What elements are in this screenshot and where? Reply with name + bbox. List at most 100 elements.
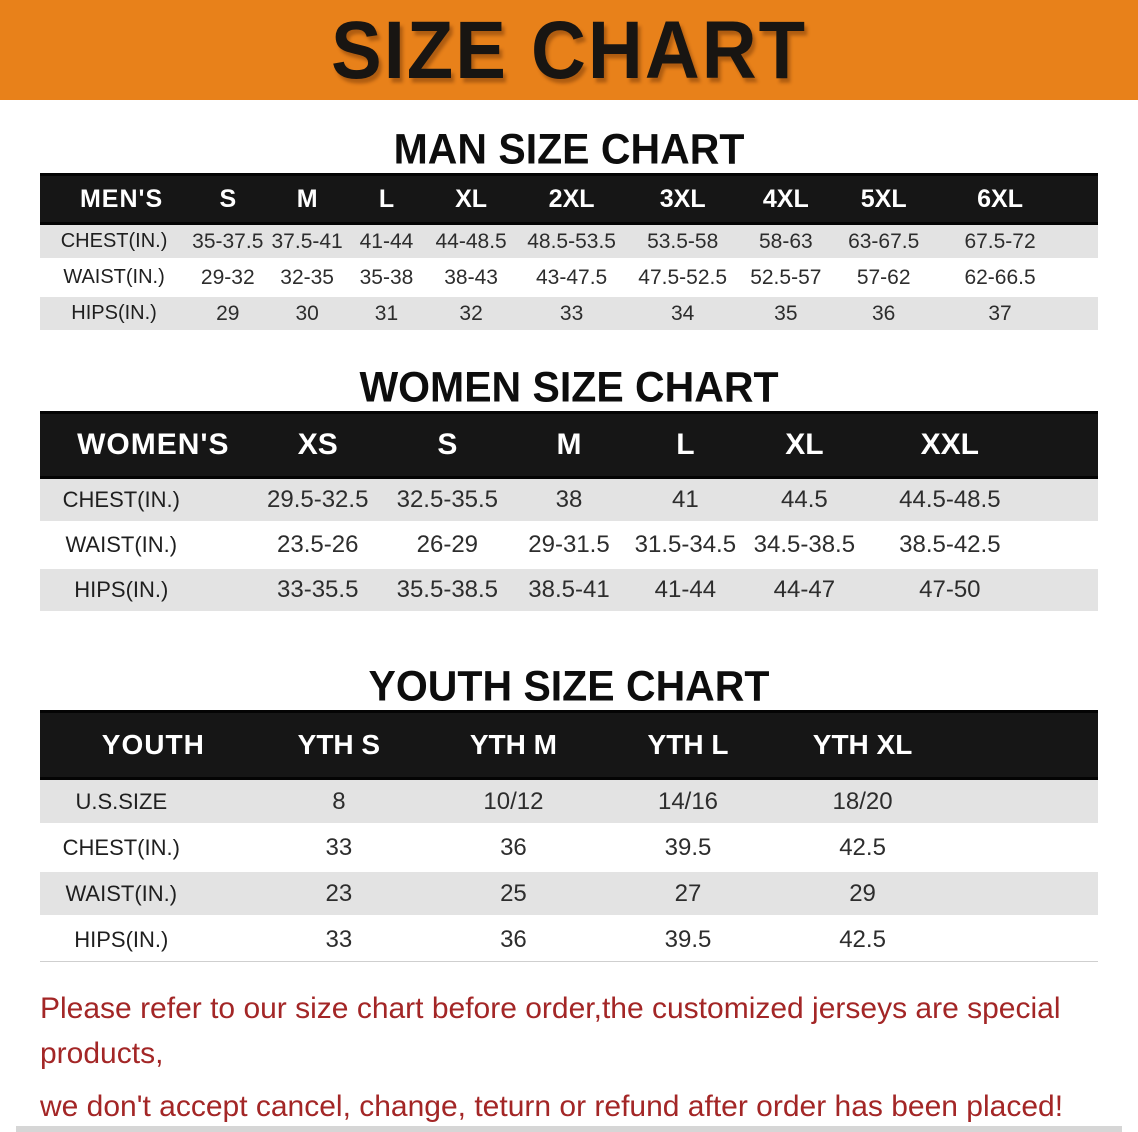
men-col-header: 6XL bbox=[933, 173, 1067, 225]
footer-note: Please refer to our size chart before or… bbox=[40, 986, 1138, 1129]
size-value-cell: 31 bbox=[346, 294, 427, 330]
size-value-cell: 25 bbox=[426, 869, 601, 917]
size-value-cell: 29-32 bbox=[188, 258, 268, 296]
youth-ussize-row: U.S.SIZE 8 10/12 14/16 18/20 bbox=[40, 777, 1098, 825]
women-col-header: XL bbox=[743, 411, 866, 479]
size-value-cell: 53.5-58 bbox=[627, 222, 739, 260]
youth-chest-row: CHEST(IN.) 33 36 39.5 42.5 bbox=[40, 823, 1098, 871]
row-label: HIPS(IN.) bbox=[40, 294, 189, 330]
size-value-cell: 38.5-42.5 bbox=[865, 521, 1035, 568]
spacer-cell bbox=[1034, 411, 1098, 479]
spacer-cell bbox=[1066, 222, 1098, 260]
spacer-cell bbox=[949, 915, 1098, 962]
youth-col-header: YTH M bbox=[426, 710, 601, 780]
size-value-cell: 36 bbox=[426, 823, 601, 871]
size-value-cell: 67.5-72 bbox=[933, 222, 1067, 260]
youth-col-header: YTH XL bbox=[775, 710, 950, 780]
spacer-cell bbox=[949, 869, 1098, 917]
men-col-header: 5XL bbox=[833, 173, 934, 225]
women-col-header: XXL bbox=[865, 411, 1035, 479]
row-label: WAIST(IN.) bbox=[40, 258, 189, 296]
women-col-header: S bbox=[383, 411, 511, 479]
spacer-cell bbox=[1034, 476, 1098, 523]
men-chest-row: CHEST(IN.) 35-37.5 37.5-41 41-44 44-48.5… bbox=[40, 222, 1098, 260]
size-value-cell: 36 bbox=[426, 915, 601, 962]
size-value-cell: 41-44 bbox=[346, 222, 427, 260]
youth-col-header: YTH L bbox=[600, 710, 776, 780]
footer-line-1: Please refer to our size chart before or… bbox=[40, 992, 1061, 1070]
size-value-cell: 32.5-35.5 bbox=[383, 476, 511, 523]
size-value-cell: 47-50 bbox=[865, 566, 1035, 611]
row-label: WAIST(IN.) bbox=[40, 521, 252, 568]
size-value-cell: 63-67.5 bbox=[833, 222, 934, 260]
size-value-cell: 42.5 bbox=[775, 915, 950, 962]
women-col-header: L bbox=[627, 411, 744, 479]
youth-table-title: YOUTH bbox=[40, 710, 252, 780]
men-section-heading: MAN SIZE CHART bbox=[393, 124, 745, 174]
size-value-cell: 32 bbox=[426, 294, 517, 330]
size-value-cell: 27 bbox=[600, 869, 776, 917]
size-value-cell: 37.5-41 bbox=[267, 222, 347, 260]
size-value-cell: 29.5-32.5 bbox=[251, 476, 384, 523]
row-label: HIPS(IN.) bbox=[40, 915, 252, 962]
size-value-cell: 41 bbox=[627, 476, 744, 523]
size-value-cell: 32-35 bbox=[267, 258, 347, 296]
size-value-cell: 35-37.5 bbox=[188, 222, 268, 260]
size-value-cell: 38.5-41 bbox=[510, 566, 628, 611]
spacer-cell bbox=[1034, 566, 1098, 611]
size-value-cell: 23 bbox=[251, 869, 427, 917]
women-chest-row: CHEST(IN.) 29.5-32.5 32.5-35.5 38 41 44.… bbox=[40, 476, 1098, 523]
size-value-cell: 41-44 bbox=[627, 566, 744, 611]
spacer-cell bbox=[1066, 173, 1098, 225]
size-value-cell: 43-47.5 bbox=[516, 258, 628, 296]
size-value-cell: 34 bbox=[627, 294, 739, 330]
youth-col-header: YTH S bbox=[251, 710, 427, 780]
size-value-cell: 38 bbox=[510, 476, 628, 523]
men-size-table: MEN'S S M L XL 2XL 3XL 4XL 5XL 6XL CHEST… bbox=[40, 173, 1098, 330]
size-value-cell: 33 bbox=[516, 294, 628, 330]
row-label: CHEST(IN.) bbox=[40, 823, 252, 871]
banner-title: SIZE CHART bbox=[331, 4, 807, 96]
spacer-cell bbox=[1066, 294, 1098, 330]
size-value-cell: 36 bbox=[833, 294, 934, 330]
youth-hips-row: HIPS(IN.) 33 36 39.5 42.5 bbox=[40, 915, 1098, 962]
size-value-cell: 47.5-52.5 bbox=[627, 258, 739, 296]
women-hips-row: HIPS(IN.) 33-35.5 35.5-38.5 38.5-41 41-4… bbox=[40, 566, 1098, 611]
size-value-cell: 34.5-38.5 bbox=[743, 521, 866, 568]
size-value-cell: 14/16 bbox=[600, 777, 776, 825]
women-waist-row: WAIST(IN.) 23.5-26 26-29 29-31.5 31.5-34… bbox=[40, 521, 1098, 568]
men-hips-row: HIPS(IN.) 29 30 31 32 33 34 35 36 37 bbox=[40, 294, 1098, 330]
banner: SIZE CHART bbox=[0, 0, 1138, 100]
spacer-cell bbox=[949, 710, 1098, 780]
youth-header-row: YOUTH YTH S YTH M YTH L YTH XL bbox=[40, 710, 1098, 780]
size-value-cell: 35 bbox=[738, 294, 834, 330]
spacer-cell bbox=[1034, 521, 1098, 568]
spacer-cell bbox=[1066, 258, 1098, 296]
size-value-cell: 44.5 bbox=[743, 476, 866, 523]
youth-size-table: YOUTH YTH S YTH M YTH L YTH XL U.S.SIZE … bbox=[40, 710, 1098, 962]
men-header-row: MEN'S S M L XL 2XL 3XL 4XL 5XL 6XL bbox=[40, 173, 1098, 225]
size-value-cell: 39.5 bbox=[600, 823, 776, 871]
size-value-cell: 38-43 bbox=[426, 258, 517, 296]
row-label: CHEST(IN.) bbox=[40, 222, 189, 260]
size-value-cell: 48.5-53.5 bbox=[516, 222, 628, 260]
women-col-header: M bbox=[510, 411, 628, 479]
size-value-cell: 31.5-34.5 bbox=[627, 521, 744, 568]
size-value-cell: 33 bbox=[251, 915, 427, 962]
size-value-cell: 39.5 bbox=[600, 915, 776, 962]
size-value-cell: 29-31.5 bbox=[510, 521, 628, 568]
size-value-cell: 23.5-26 bbox=[251, 521, 384, 568]
men-table-title: MEN'S bbox=[40, 173, 189, 225]
size-value-cell: 29 bbox=[188, 294, 268, 330]
size-value-cell: 30 bbox=[267, 294, 347, 330]
bottom-divider bbox=[16, 1126, 1122, 1132]
size-value-cell: 62-66.5 bbox=[933, 258, 1067, 296]
size-value-cell: 44-48.5 bbox=[426, 222, 517, 260]
row-label: CHEST(IN.) bbox=[40, 476, 252, 523]
size-value-cell: 26-29 bbox=[383, 521, 511, 568]
men-col-header: 4XL bbox=[738, 173, 834, 225]
size-value-cell: 58-63 bbox=[738, 222, 834, 260]
size-value-cell: 57-62 bbox=[833, 258, 934, 296]
spacer-cell bbox=[949, 777, 1098, 825]
